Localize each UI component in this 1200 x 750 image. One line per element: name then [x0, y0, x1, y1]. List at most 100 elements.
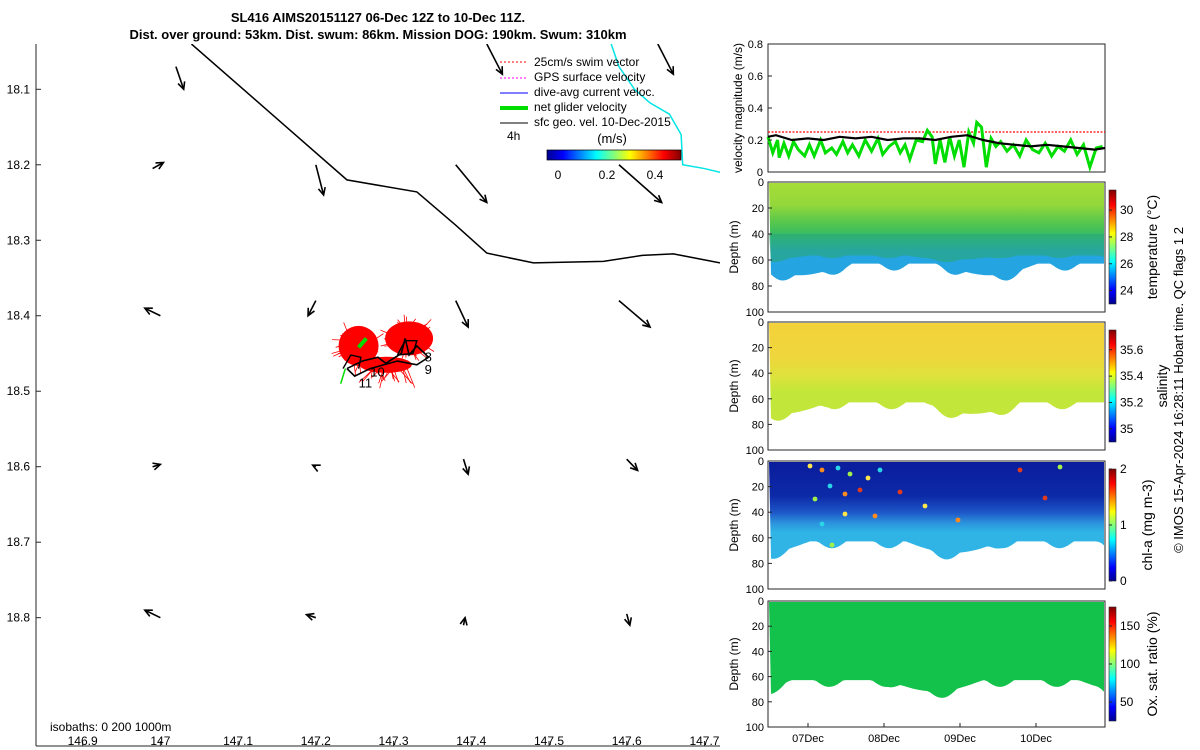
- colorbar-unit-label: (m/s): [597, 131, 627, 146]
- velocity-colorbar: (m/s) 0 0.2 0.4: [546, 131, 682, 182]
- map-ytick-label: 18.8: [7, 611, 31, 625]
- temp-cbar-tick-label: 30: [1120, 203, 1134, 217]
- glider-track: [346, 338, 430, 378]
- oxy-ytick-label: 80: [752, 697, 764, 709]
- temperature-colorbar-ticks: 24 26 28 30: [1109, 203, 1134, 298]
- geostrophic-arrow: [618, 164, 663, 204]
- salinity-ylabel: Depth (m): [727, 359, 741, 412]
- map-xtick-label: 147: [150, 734, 170, 748]
- sal-cbar-tick-label: 35.6: [1120, 343, 1144, 357]
- velocity-ytick-label: 0.2: [748, 135, 763, 147]
- geostrophic-arrow-head: [155, 161, 166, 170]
- chla-field: [769, 462, 1104, 560]
- chla-high-value-dot: [819, 521, 825, 527]
- swim-vector: [390, 368, 394, 380]
- map-title-line2: Dist. over ground: 53km. Dist. swum: 86k…: [129, 27, 626, 42]
- swim-vector: [352, 339, 367, 359]
- track-day-label: 9: [425, 362, 432, 377]
- oxygen-ticks: 0 20 40 60 80 100: [746, 596, 772, 734]
- geostrophic-arrow-head: [461, 319, 470, 329]
- chla-colorbar-ticks: 0 1 2: [1109, 462, 1127, 588]
- swim-vector: [383, 368, 390, 380]
- chl-cbar-tick-label: 2: [1120, 462, 1127, 476]
- chl-ytick-label: 100: [746, 584, 764, 596]
- map-ticks: 146.9 147 147.1 147.2 147.3 147.4 147.5 147.6 14…: [7, 82, 720, 748]
- chla-high-value-dot: [835, 465, 841, 471]
- map-ytick-label: 18.3: [7, 233, 31, 247]
- oxy-cbar-tick-label: 150: [1120, 619, 1140, 633]
- colorbar-tick-0: 0: [555, 168, 562, 182]
- chla-high-value-dot: [842, 491, 848, 497]
- geostrophic-arrow-head: [459, 615, 468, 626]
- salinity-colorbar-ticks: 35 35.2 35.4 35.6: [1109, 343, 1144, 436]
- glider-track-loop: [342, 354, 362, 369]
- temp-ytick-label: 40: [752, 229, 764, 241]
- colorbar-gradient: [546, 149, 682, 161]
- geostrophic-arrow-head: [653, 194, 664, 204]
- date-tick-label: 08Dec: [868, 733, 900, 745]
- oxygen-ylabel: Depth (m): [727, 637, 741, 690]
- net-glider-velocity: [357, 337, 368, 349]
- map-xtick-label: 147.1: [223, 734, 253, 748]
- map-ytick-label: 18.6: [7, 460, 31, 474]
- oxygen-panel: 0 20 40 60 80 100 Depth (m) 50 100 150 Ox. sat.…: [727, 596, 1160, 745]
- footer-credit: © IMOS 15-Apr-2024 16:28:11 Hobart time.…: [1171, 227, 1186, 553]
- geostrophic-arrow: [307, 300, 317, 317]
- sal-cbar-tick-label: 35.2: [1120, 395, 1144, 409]
- swim-vector: [344, 340, 357, 345]
- map-ytick-label: 18.4: [7, 309, 31, 323]
- geostrophic-arrow: [455, 164, 488, 204]
- chl-cbar-tick-label: 0: [1120, 574, 1127, 588]
- sal-ytick-label: 80: [752, 419, 764, 431]
- salinity-panel: 0 20 40 60 80 100 Depth (m) 35 35.2 35.4 35.6 sa…: [727, 317, 1170, 457]
- chla-high-value-dot: [872, 513, 878, 519]
- swim-vector: [343, 345, 356, 347]
- geostrophic-arrow: [626, 458, 639, 472]
- map-ytick-label: 18.2: [7, 158, 31, 172]
- map-xtick-label: 146.9: [68, 734, 98, 748]
- velocity-ytick-label: 0.4: [748, 103, 763, 115]
- map-title-line1: SL416 AIMS20151127 06-Dec 12Z to 10-Dec …: [231, 10, 525, 25]
- chla-high-value-dot: [812, 496, 818, 502]
- chla-high-value-dot: [955, 517, 961, 523]
- map-ytick-label: 18.7: [7, 535, 31, 549]
- swim-vector: [386, 332, 415, 345]
- sal-cbar-tick-label: 35: [1120, 422, 1134, 436]
- net-velocity-line: [766, 119, 1103, 173]
- geostrophic-arrow: [144, 307, 161, 317]
- temp-ytick-label: 60: [752, 255, 764, 267]
- geostrophic-arrow-head: [311, 464, 321, 472]
- oxy-cbar-tick-label: 100: [1120, 657, 1140, 671]
- date-tick-label: 10Dec: [1020, 733, 1052, 745]
- geostrophic-arrow-head: [623, 617, 633, 627]
- colorbar-tick-1: 0.2: [599, 168, 616, 182]
- chl-ytick-label: 40: [752, 507, 764, 519]
- oxygen-field: [769, 602, 1104, 698]
- legend-4h-label: 4h: [507, 129, 520, 143]
- legend-current-label: dive-avg current veloc.: [534, 85, 655, 99]
- sal-ytick-label: 0: [758, 317, 764, 329]
- chl-ytick-label: 60: [752, 533, 764, 545]
- chla-high-value-dot: [819, 467, 825, 473]
- chl-ytick-label: 80: [752, 558, 764, 570]
- geostrophic-arrow-head: [479, 194, 488, 204]
- geostrophic-velocity-line: [767, 134, 1106, 151]
- swim-vector: [335, 341, 354, 348]
- velocity-ylabel: velocity magnitude (m/s): [731, 43, 745, 173]
- geostrophic-arrow-head: [143, 609, 153, 617]
- chla-high-value-dot: [829, 542, 835, 548]
- map-xtick-label: 147.7: [689, 734, 719, 748]
- geostrophic-arrow: [144, 609, 161, 619]
- temperature-ticks: 0 20 40 60 80 100: [746, 177, 772, 319]
- oxy-ytick-label: 100: [746, 722, 764, 734]
- geostrophic-arrow-head: [495, 66, 504, 76]
- swim-vector: [372, 368, 381, 378]
- oxy-ytick-label: 20: [752, 621, 764, 633]
- track-day-label: 8: [425, 349, 432, 364]
- geostrophic-arrow-head: [642, 319, 652, 329]
- velocity-ticks: 0 0.2 0.4 0.6 0.8: [748, 39, 772, 179]
- right-panels: 0 0.2 0.4 0.6 0.8 velocity magnitude (m/s) 0…: [727, 39, 1186, 745]
- track-day-label: 11: [359, 376, 373, 391]
- swim-vector: [331, 345, 360, 354]
